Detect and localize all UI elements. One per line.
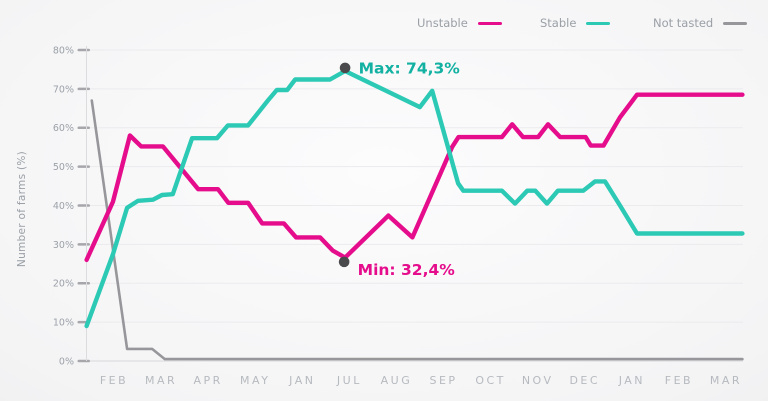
min-annotation: Min: 32,4% <box>358 261 456 279</box>
x-tick-label-5: JAN <box>288 374 315 387</box>
y-tick-label: 10% <box>53 318 74 329</box>
x-tick-label-11: DEC <box>569 374 600 387</box>
y-tick-label: 40% <box>53 201 74 212</box>
y-tick-mark <box>77 204 90 207</box>
x-tick-label-8: SEP <box>429 374 457 387</box>
stable-line <box>84 68 745 329</box>
x-tick-label-1: FEB <box>100 374 128 387</box>
y-tick-label: 30% <box>53 240 74 251</box>
y-tick-mark <box>77 48 90 52</box>
y-tick-mark <box>77 243 90 246</box>
chart-legend: Unstable Stable Not tasted <box>0 0 768 38</box>
max-point-dot <box>339 62 351 74</box>
x-tick-label-10: NOV <box>522 374 554 387</box>
max-annotation: Max: 74,3% <box>359 59 461 77</box>
x-tick-label-13: FEB <box>665 374 693 387</box>
not-tasted-line <box>90 99 744 361</box>
legend-label-stable: Stable <box>540 16 577 30</box>
y-tick-label: 0% <box>59 356 74 367</box>
not-tasted-series-swatch-icon <box>723 21 748 25</box>
y-tick-mark <box>77 359 90 363</box>
min-point-dot <box>338 256 350 268</box>
x-tick-label-7: AUG <box>381 374 413 387</box>
legend-item-unstable[interactable]: Unstable <box>417 16 502 30</box>
y-tick-label: 80% <box>53 45 74 56</box>
x-tick-label-6: JUL <box>336 374 362 387</box>
x-tick-label-3: APR <box>193 374 222 387</box>
x-tick-label-9: OCT <box>475 374 506 387</box>
y-tick-mark <box>77 87 90 91</box>
y-tick-label: 50% <box>53 162 74 173</box>
x-tick-label-12: JAN <box>618 374 645 387</box>
y-tick-label: 60% <box>53 123 74 134</box>
y-tick-mark <box>77 165 90 168</box>
unstable-series-swatch-icon <box>477 21 502 25</box>
x-tick-label-14: MAR <box>710 374 742 387</box>
stable-series-swatch-icon <box>586 21 611 25</box>
y-axis-title: Number of farms (%) <box>16 150 28 268</box>
y-tick-mark <box>77 281 90 285</box>
legend-item-stable[interactable]: Stable <box>540 16 611 30</box>
y-tick-mark <box>77 126 90 130</box>
x-tick-label-4: MAY <box>240 374 270 387</box>
legend-item-not-tasted[interactable]: Not tasted <box>653 16 748 30</box>
legend-label-not-tasted: Not tasted <box>653 16 714 30</box>
unstable-line <box>84 92 745 263</box>
legend-label-unstable: Unstable <box>417 16 468 30</box>
x-tick-label-2: MAR <box>145 374 177 387</box>
y-tick-label: 20% <box>53 279 74 290</box>
y-tick-label: 70% <box>53 84 74 95</box>
